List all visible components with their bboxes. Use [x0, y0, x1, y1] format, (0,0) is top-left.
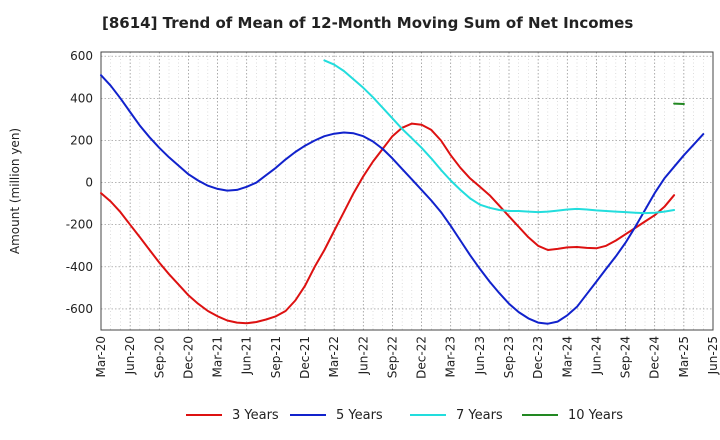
legend-label-7-years: 7 Years: [456, 407, 503, 423]
x-tick-label: Mar-25: [677, 336, 691, 377]
x-tick-label: Jun-22: [356, 336, 370, 375]
legend-item-5-years: 5 Years: [290, 405, 383, 425]
plot-frame: [100, 51, 714, 331]
y-axis-label: Amount (million yen): [8, 128, 22, 254]
x-tick-label: Dec-22: [415, 336, 429, 379]
legend-swatch-10-years: [522, 414, 558, 416]
x-tick-label: Sep-24: [619, 336, 633, 378]
legend-item-3-years: 3 Years: [186, 405, 279, 425]
legend-label-10-years: 10 Years: [568, 407, 623, 423]
y-axis-ticks: -600 -400 -200 0 200 400 600: [66, 49, 93, 316]
x-tick-label: Jun-21: [240, 336, 254, 375]
x-tick-label: Dec-21: [298, 336, 312, 379]
x-tick-label: Mar-22: [327, 336, 341, 377]
legend-swatch-7-years: [410, 414, 446, 416]
x-tick-label: Jun-20: [123, 336, 137, 375]
legend: 3 Years 5 Years 7 Years 10 Years: [0, 405, 720, 425]
x-tick-label: Jun-24: [589, 336, 603, 375]
x-tick-label: Dec-23: [531, 336, 545, 379]
x-axis-ticks: Mar-20 Jun-20 Sep-20 Dec-20 Mar-21 Jun-21 Sep-…: [94, 336, 720, 379]
x-tick-label: Dec-24: [648, 336, 662, 379]
x-tick-label: Mar-20: [94, 336, 108, 377]
x-tick-label: Dec-20: [181, 336, 195, 379]
legend-item-7-years: 7 Years: [410, 405, 503, 425]
series-line-5-years: [100, 74, 705, 325]
y-tick-label: 0: [85, 176, 93, 190]
grid: [100, 52, 714, 330]
y-tick-label: -400: [66, 260, 93, 274]
x-tick-label: Jun-25: [706, 336, 720, 375]
x-tick-label: Sep-23: [502, 336, 516, 378]
x-tick-label: Sep-22: [385, 336, 399, 378]
series-lines: [100, 59, 705, 325]
series-line-3-years: [100, 122, 676, 325]
x-tick-label: Mar-23: [444, 336, 458, 377]
x-tick-label: Jun-23: [473, 336, 487, 375]
legend-swatch-3-years: [186, 414, 222, 416]
series-line-7-years: [323, 59, 676, 215]
x-tick-label: Sep-21: [269, 336, 283, 378]
y-tick-label: 200: [70, 133, 93, 147]
chart-title: [8614] Trend of Mean of 12-Month Moving …: [102, 14, 634, 32]
legend-item-10-years: 10 Years: [522, 405, 623, 425]
y-tick-label: -600: [66, 302, 93, 316]
legend-label-3-years: 3 Years: [232, 407, 279, 423]
y-tick-label: -200: [66, 218, 93, 232]
y-tick-label: 600: [70, 49, 93, 63]
legend-label-5-years: 5 Years: [336, 407, 383, 423]
y-tick-label: 400: [70, 91, 93, 105]
x-tick-label: Mar-24: [560, 336, 574, 377]
x-tick-label: Sep-20: [152, 336, 166, 378]
legend-swatch-5-years: [290, 414, 326, 416]
x-tick-label: Mar-21: [211, 336, 225, 377]
